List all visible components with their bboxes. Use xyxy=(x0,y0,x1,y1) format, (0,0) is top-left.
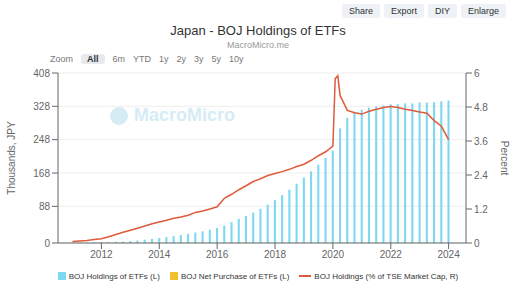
svg-text:2020: 2020 xyxy=(322,249,345,260)
svg-text:2024: 2024 xyxy=(438,249,461,260)
html-text:1y: 1y xyxy=(159,54,169,64)
html-text:3y: 3y xyxy=(194,54,204,64)
html-text:All: All xyxy=(87,54,99,64)
svg-text:168: 168 xyxy=(33,168,50,179)
html-text:10y: 10y xyxy=(229,54,244,64)
html-text:MacroMicro.me: MacroMicro.me xyxy=(227,40,289,50)
svg-text:2014: 2014 xyxy=(148,249,171,260)
svg-text:Thousands, JPY: Thousands, JPY xyxy=(6,121,17,195)
svg-text:6: 6 xyxy=(474,68,480,79)
html-text:2y: 2y xyxy=(176,54,187,64)
svg-text:328: 328 xyxy=(33,101,50,112)
html-text:DIY: DIY xyxy=(435,6,450,16)
svg-text:2012: 2012 xyxy=(90,249,113,260)
html-text:Zoom: Zoom xyxy=(50,54,73,64)
html-text:MacroMicro: MacroMicro xyxy=(134,105,235,125)
svg-text:4.8: 4.8 xyxy=(474,102,488,113)
html-text:Enlarge: Enlarge xyxy=(468,6,499,16)
html-text:BOJ Net Purchase of ETFs (L): BOJ Net Purchase of ETFs (L) xyxy=(180,271,290,281)
html-text:6m: 6m xyxy=(112,54,125,64)
html-text:Share: Share xyxy=(348,6,373,16)
html-text:BOJ Holdings of ETFs (L): BOJ Holdings of ETFs (L) xyxy=(68,271,160,281)
svg-text:408: 408 xyxy=(33,68,50,79)
svg-text:1.2: 1.2 xyxy=(474,204,488,215)
svg-text:2.4: 2.4 xyxy=(474,170,488,181)
svg-text:2018: 2018 xyxy=(264,249,287,260)
svg-text:88: 88 xyxy=(39,201,51,212)
html-text:Japan - BOJ Holdings of ETFs: Japan - BOJ Holdings of ETFs xyxy=(170,23,346,38)
html-text:Export: Export xyxy=(390,6,417,16)
svg-text:3.6: 3.6 xyxy=(474,136,488,147)
svg-text:2022: 2022 xyxy=(380,249,403,260)
svg-text:0: 0 xyxy=(474,238,480,249)
html-text:BOJ Holdings (% of TSE Market: BOJ Holdings (% of TSE Market Cap, R) xyxy=(314,271,459,281)
svg-text:2016: 2016 xyxy=(206,249,229,260)
svg-text:0: 0 xyxy=(44,238,50,249)
svg-text:248: 248 xyxy=(33,134,50,145)
html-text:YTD: YTD xyxy=(133,54,151,64)
svg-text:Percent: Percent xyxy=(499,141,510,176)
html-text:5y: 5y xyxy=(211,54,222,64)
